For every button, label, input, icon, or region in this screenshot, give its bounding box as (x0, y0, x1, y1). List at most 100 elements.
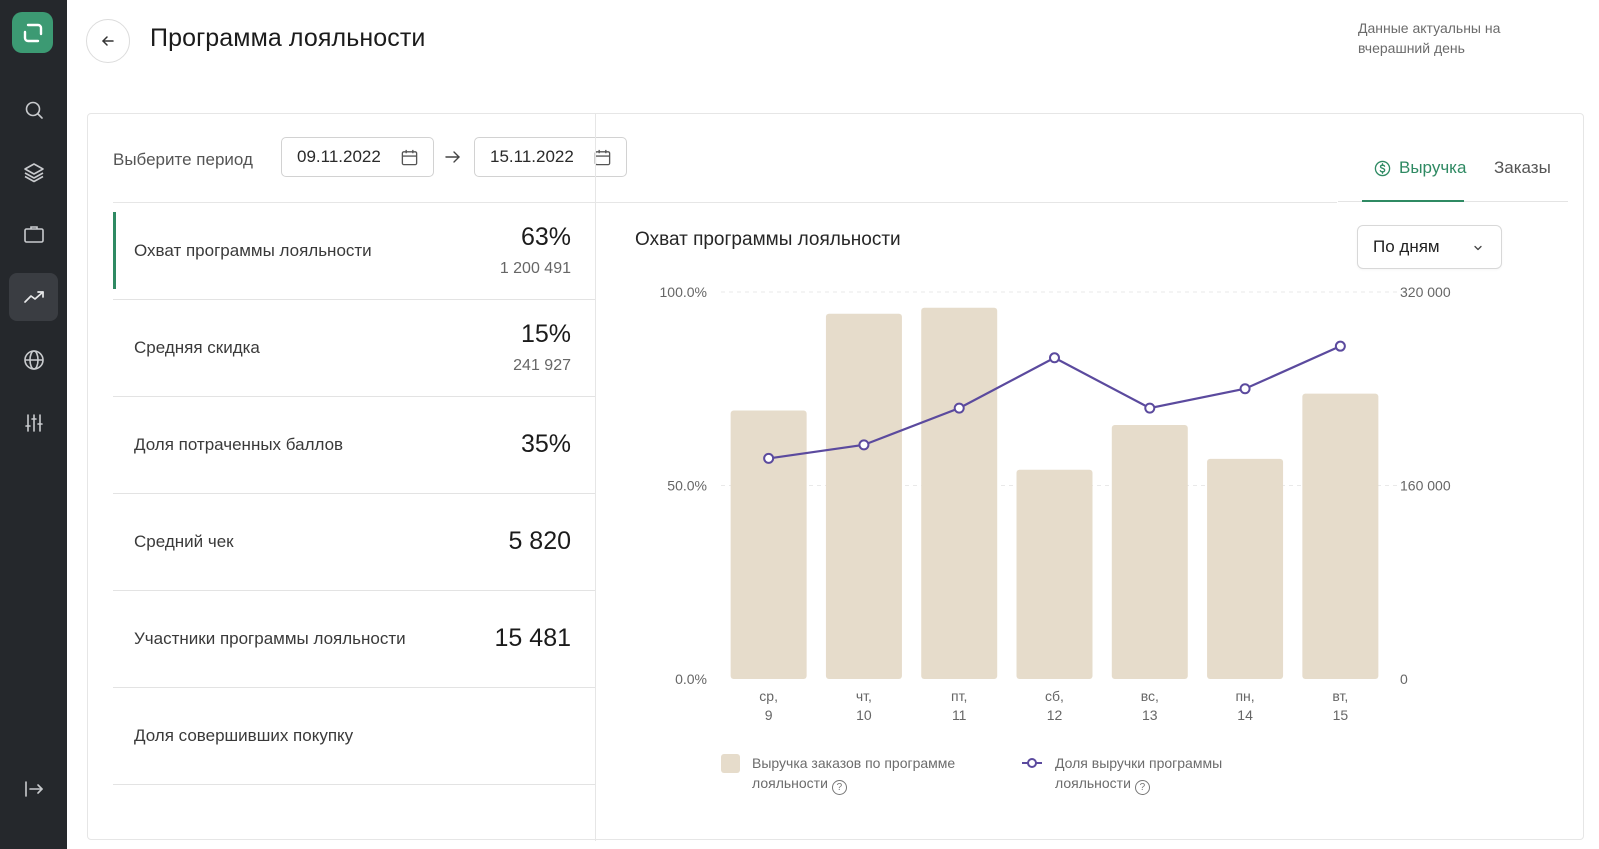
chart-point (763, 452, 775, 464)
x-axis-tick: 12 (1047, 707, 1063, 723)
chart-point (1144, 402, 1156, 414)
chart-bar (1302, 393, 1379, 679)
chart-bar (1016, 469, 1093, 679)
sidebar-item-settings[interactable] (9, 399, 58, 447)
metrics-list: Охват программы лояльности 63% 1 200 491… (113, 203, 595, 785)
analytics-card: Выберите период 09.11.2022 15.11.2022 Вы… (87, 113, 1584, 841)
sliders-icon (24, 414, 43, 432)
legend-label: Доля выручки программы лояльности (1055, 755, 1223, 791)
y-axis-right-tick: 320 000 (1400, 284, 1451, 300)
chart-point (1239, 383, 1251, 395)
tab-orders[interactable]: Заказы (1494, 158, 1551, 178)
x-axis-tick: 9 (765, 707, 773, 723)
tab-orders-label: Заказы (1494, 158, 1551, 177)
metric-subvalue: 1 200 491 (499, 260, 571, 277)
page-title: Программа лояльности (150, 24, 426, 52)
help-icon[interactable]: ? (1134, 780, 1150, 795)
y-axis-right-tick: 0 (1400, 671, 1408, 687)
x-axis-tick: пт, (951, 688, 967, 704)
metric-value: 15 481 (494, 624, 571, 652)
x-axis-tick: 13 (1142, 707, 1158, 723)
date-from-value: 09.11.2022 (297, 147, 381, 166)
briefcase-icon (23, 226, 44, 243)
metric-label: Охват программы лояльности (134, 241, 372, 260)
sidebar (0, 0, 67, 849)
y-axis-left-tick: 50.0% (667, 478, 707, 494)
metric-average-discount[interactable]: Средняя скидка 15% 241 927 (113, 300, 595, 397)
x-axis-tick: 11 (952, 707, 967, 723)
y-axis-left-tick: 0.0% (675, 671, 707, 687)
x-axis-tick: 10 (856, 707, 872, 723)
logout-button[interactable] (9, 765, 58, 813)
metric-subvalue: 241 927 (513, 357, 571, 374)
back-button[interactable] (86, 19, 130, 63)
sidebar-item-layers[interactable] (9, 148, 58, 196)
metric-points-spent[interactable]: Доля потраченных баллов 35% (113, 397, 595, 494)
arrow-left-icon (102, 36, 114, 46)
logout-icon (24, 781, 43, 797)
legend-bar-swatch (721, 754, 740, 773)
calendar-icon (401, 149, 418, 166)
divider (113, 202, 1337, 203)
metric-average-check[interactable]: Средний чек 5 820 (113, 494, 595, 591)
chart-point (1334, 340, 1346, 352)
logo-icon (23, 23, 42, 42)
loyalty-chart: 0.0% 0 50.0% 160 000 100.0% 320 000 ср, 9 чт, 10 п… (660, 284, 1451, 723)
sidebar-item-search[interactable] (9, 86, 58, 134)
search-icon (25, 101, 43, 119)
date-to-value: 15.11.2022 (490, 147, 574, 166)
y-axis-left-tick: 100.0% (660, 284, 707, 300)
data-freshness-note: Данные актуальны на вчерашний день (1358, 20, 1501, 56)
metric-value: 35% (520, 430, 571, 458)
metric-coverage[interactable]: Охват программы лояльности 63% 1 200 491 (113, 203, 595, 300)
dollar-circle-icon (1374, 160, 1391, 176)
layers-icon (23, 163, 44, 183)
trending-up-icon (23, 291, 44, 303)
metric-value: 63% (520, 223, 571, 251)
tab-revenue-label: Выручка (1399, 158, 1467, 177)
sidebar-item-analytics[interactable] (9, 273, 58, 321)
x-axis-tick: чт, (856, 688, 872, 704)
legend-label: Выручка заказов по программе лояльности (752, 755, 956, 791)
x-axis-tick: 15 (1333, 707, 1349, 723)
metric-purchasers-share[interactable]: Доля совершивших покупку (113, 688, 595, 785)
tab-revenue[interactable]: Выручка (1374, 158, 1466, 178)
metric-value: 5 820 (508, 527, 571, 555)
chart-point (858, 439, 870, 451)
legend-item-revenue: Выручка заказов по программе лояльности? (721, 753, 992, 795)
chart-point (1049, 352, 1060, 364)
metric-value: 15% (520, 320, 571, 348)
legend-line-marker (1022, 758, 1042, 768)
chart-title: Охват программы лояльности (635, 229, 901, 250)
metric-participants[interactable]: Участники программы лояльности 15 481 (113, 591, 595, 688)
help-icon[interactable]: ? (831, 780, 847, 795)
column-divider (595, 114, 596, 841)
metric-label: Средний чек (134, 532, 234, 551)
x-axis-tick: 14 (1237, 707, 1253, 723)
chart-bar (1111, 425, 1188, 679)
x-axis-tick: вс, (1141, 688, 1159, 704)
date-from-field[interactable]: 09.11.2022 (281, 137, 434, 177)
chart-point (953, 402, 965, 414)
metric-label: Доля потраченных баллов (134, 435, 344, 454)
metric-label: Участники программы лояльности (134, 629, 406, 648)
date-to-field[interactable]: 15.11.2022 (474, 137, 627, 177)
grouping-select[interactable]: По дням (1357, 225, 1502, 269)
chart-bar (825, 313, 902, 679)
x-axis-tick: сб, (1045, 688, 1064, 704)
grouping-value: По дням (1373, 237, 1440, 256)
arrow-right-icon (445, 151, 460, 163)
x-axis-tick: ср, (759, 688, 778, 704)
metric-tabs: Выручка Заказы (1338, 142, 1568, 202)
sidebar-item-globe[interactable] (9, 336, 58, 384)
sidebar-item-briefcase[interactable] (9, 210, 58, 258)
chart-bar (921, 307, 998, 679)
chevron-down-icon (1474, 245, 1482, 251)
metric-label: Доля совершивших покупку (134, 726, 354, 745)
app-logo[interactable] (12, 12, 53, 53)
chart-bar (730, 410, 807, 679)
metric-label: Средняя скидка (134, 338, 260, 357)
chart-bar (1207, 458, 1284, 679)
legend-item-share: Доля выручки программы лояльности? (1021, 753, 1295, 795)
